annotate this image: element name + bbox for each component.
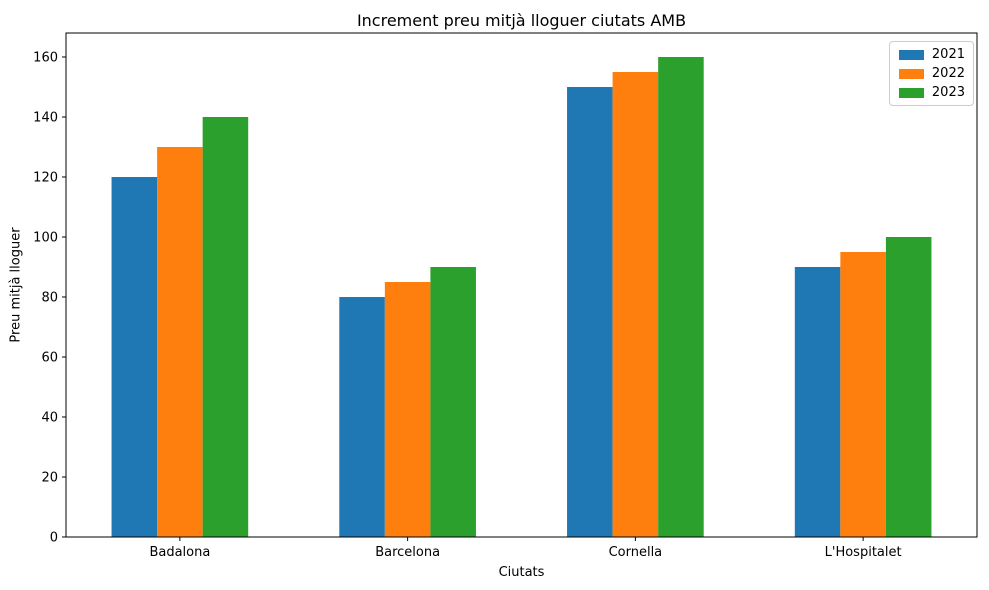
legend: 2021 2022 2023 (889, 41, 974, 106)
bar-2022-L'Hospitalet (840, 252, 886, 537)
x-tick-label: Badalona (149, 545, 210, 560)
y-tick-label: 60 (41, 351, 58, 366)
legend-label-2021: 2021 (931, 47, 965, 62)
legend-swatch-2021 (899, 49, 924, 60)
legend-label-2022: 2022 (931, 66, 965, 81)
y-axis-label: Preu mitjà lloguer (8, 227, 24, 343)
x-axis-label: Ciutats (498, 565, 545, 580)
bar-2021-Cornella (567, 87, 613, 537)
bar-2021-L'Hospitalet (794, 267, 841, 537)
y-tick-label: 100 (33, 231, 58, 246)
axes-spines (65, 32, 978, 538)
y-tick-label: 120 (33, 171, 58, 186)
bar-2021-Barcelona (339, 297, 385, 537)
bar-2022-Barcelona (384, 282, 431, 537)
bar-2022-Badalona (157, 147, 203, 537)
y-tick-label: 160 (33, 51, 58, 66)
bar-2023-Cornella (658, 57, 704, 537)
legend-swatch-2023 (899, 87, 924, 98)
y-tick-label: 20 (41, 471, 58, 486)
y-tick-label: 140 (33, 111, 58, 126)
y-tick-label: 0 (50, 531, 58, 546)
legend-item-2023: 2023 (899, 86, 965, 99)
bar-2023-Badalona (202, 117, 249, 537)
y-tick-label: 80 (41, 291, 58, 306)
legend-label-2023: 2023 (931, 85, 965, 100)
bar-2022-Cornella (612, 72, 659, 537)
bar-2021-Badalona (111, 177, 158, 537)
x-tick-label: L'Hospitalet (825, 545, 902, 560)
legend-swatch-2022 (899, 68, 924, 79)
y-tick-label: 40 (41, 411, 58, 426)
chart-title: Increment preu mitjà lloguer ciutats AMB (356, 11, 687, 30)
bar-2023-L'Hospitalet (885, 237, 932, 537)
legend-item-2021: 2021 (899, 48, 965, 61)
bar-2023-Barcelona (430, 267, 476, 537)
x-tick-label: Barcelona (375, 545, 440, 560)
legend-item-2022: 2022 (899, 67, 965, 80)
x-tick-label: Cornella (609, 545, 663, 560)
